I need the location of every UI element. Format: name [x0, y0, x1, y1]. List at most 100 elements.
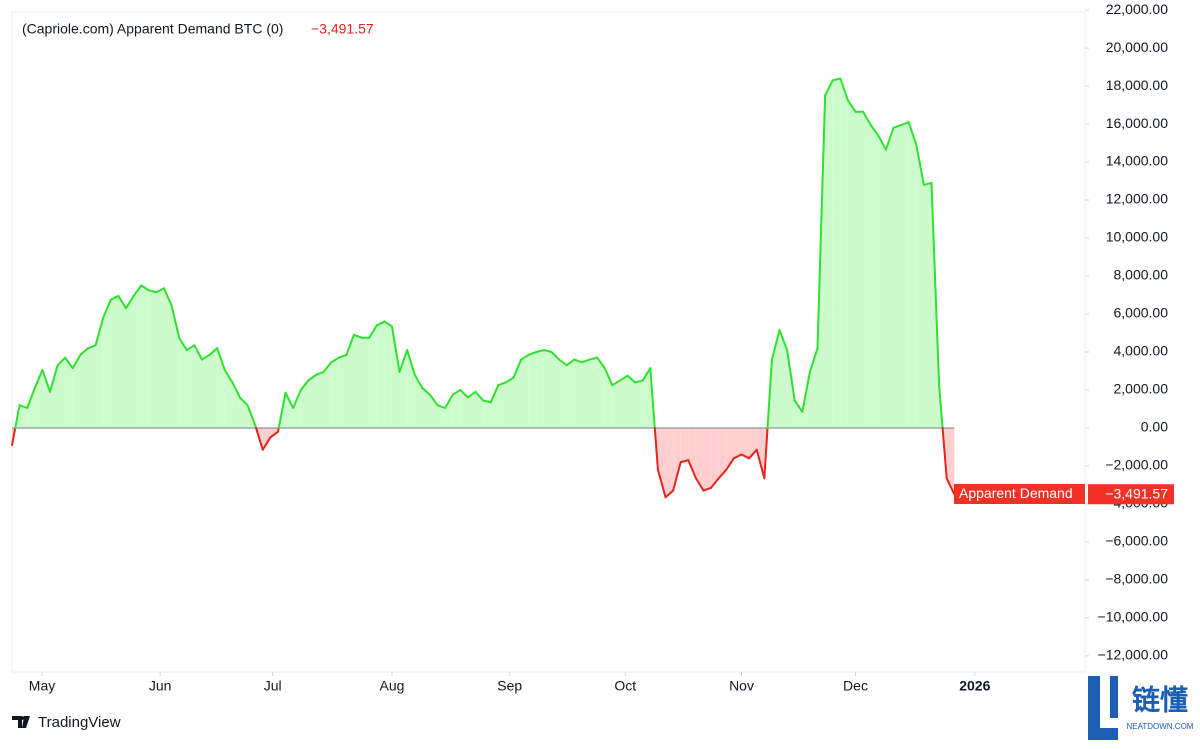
tradingview-logo — [12, 716, 30, 728]
area — [885, 127, 894, 428]
area — [741, 427, 750, 459]
line-segment — [930, 181, 941, 387]
line-segment — [345, 333, 355, 356]
area — [80, 348, 88, 428]
line-segment — [292, 388, 302, 409]
area — [331, 357, 339, 428]
area — [855, 111, 864, 428]
area — [794, 400, 803, 428]
line-segment — [451, 388, 462, 396]
line-segment — [277, 391, 287, 429]
line-segment — [755, 448, 766, 480]
area — [262, 427, 271, 450]
line-segment — [717, 468, 728, 480]
area — [901, 122, 909, 428]
line-segment — [900, 121, 910, 127]
lines — [11, 77, 956, 499]
line-segment — [208, 347, 219, 356]
area — [574, 359, 582, 428]
line-segment — [687, 459, 697, 480]
line-segment — [580, 358, 591, 364]
area — [521, 354, 529, 428]
line-segment — [694, 477, 705, 492]
line-segment — [459, 388, 469, 399]
area — [543, 350, 552, 428]
line-segment — [299, 379, 310, 391]
x-tick-label: May — [29, 678, 55, 694]
area — [163, 288, 172, 428]
area — [467, 391, 476, 428]
line-segment — [193, 344, 203, 361]
line-segment — [102, 298, 112, 319]
line-segment — [390, 325, 401, 373]
line-segment — [269, 430, 279, 439]
line-segment — [641, 367, 652, 382]
area — [148, 290, 157, 428]
line-segment — [824, 79, 834, 97]
line-segment — [246, 404, 257, 427]
line-segment — [748, 448, 758, 460]
area — [673, 427, 681, 491]
series-label: Apparent Demand — [959, 485, 1073, 501]
line-segment — [71, 353, 82, 370]
area — [224, 370, 233, 428]
area — [308, 374, 316, 428]
area — [893, 125, 902, 428]
brand: TradingView — [38, 714, 121, 731]
area — [42, 370, 50, 428]
area — [946, 427, 955, 495]
line-segment — [178, 336, 188, 352]
area — [832, 78, 841, 428]
line-segment — [649, 367, 656, 429]
y-tick-label: 12,000.00 — [1106, 191, 1168, 207]
line-segment — [200, 353, 211, 361]
line-segment — [679, 459, 690, 464]
line-segment — [884, 126, 895, 151]
area — [597, 357, 605, 428]
line-segment — [611, 379, 621, 387]
line-segment — [793, 399, 804, 413]
line-segment — [626, 374, 637, 384]
area — [315, 371, 324, 428]
area — [688, 427, 696, 479]
area — [870, 125, 879, 428]
line-segment — [56, 356, 67, 367]
line-segment — [64, 356, 74, 370]
y-tick-label: 20,000.00 — [1106, 39, 1168, 55]
area — [711, 427, 719, 488]
line-segment — [94, 316, 105, 347]
line-segment — [862, 110, 872, 127]
line-segment — [231, 381, 241, 399]
line-segment — [352, 333, 363, 339]
watermark-text: 链懂 — [1132, 684, 1188, 715]
line-segment — [428, 393, 439, 407]
line-segment — [216, 347, 226, 372]
area — [779, 330, 788, 428]
area — [483, 400, 491, 428]
last-value-label: −3,491.57 — [1105, 485, 1168, 501]
area — [338, 354, 347, 428]
area — [414, 374, 423, 428]
line-segment — [132, 284, 143, 297]
line-segment — [588, 356, 599, 361]
line-segment — [406, 349, 416, 376]
line-segment — [436, 404, 447, 409]
line-segment — [368, 324, 378, 339]
line-segment — [322, 361, 333, 373]
area — [133, 285, 142, 428]
area — [399, 350, 408, 428]
line-segment — [109, 294, 120, 301]
area — [125, 295, 134, 428]
y-tick-label: 18,000.00 — [1106, 77, 1168, 93]
line-segment — [124, 294, 135, 310]
line-segment — [740, 453, 751, 460]
line-segment — [314, 370, 325, 376]
line-segment — [725, 457, 735, 471]
area — [787, 350, 795, 428]
line-segment — [330, 356, 340, 364]
line-segment — [938, 384, 944, 429]
areas — [12, 78, 955, 498]
area — [201, 354, 210, 428]
